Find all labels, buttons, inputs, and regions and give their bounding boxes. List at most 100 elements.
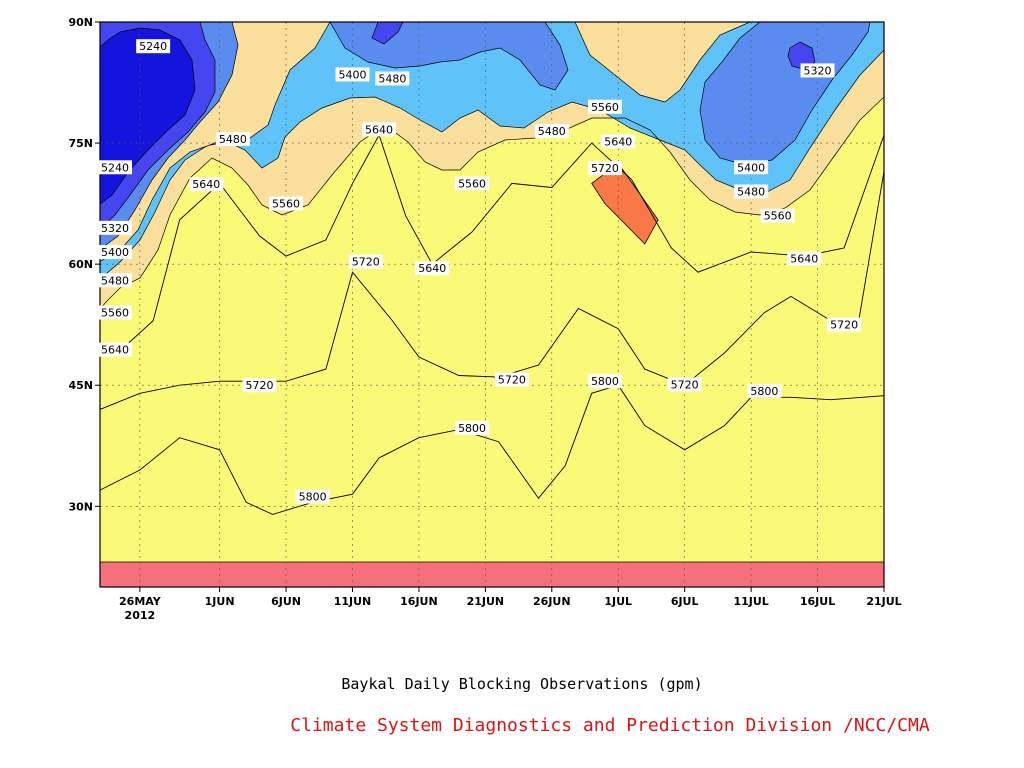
credit-text: Climate System Diagnostics and Predictio… [290,715,930,736]
contour-label-box [760,208,795,223]
contour-label-text: 5640 [604,135,632,148]
contour-label-text: 5480 [538,125,566,138]
contour-label: 5560 [760,208,795,223]
contour-label: 5720 [587,161,622,176]
contour-label-text: 5480 [378,73,406,86]
contour-line-5800 [100,384,884,515]
contour-label-text: 5720 [830,319,858,332]
contour-label-box [534,123,569,138]
x-tick-label: 1JUN [205,595,235,608]
contour-label: 5640 [98,342,132,357]
contour-label-box [587,161,622,176]
contour-label-text: 5800 [750,385,778,398]
contour-label-box [827,317,862,332]
contour-label-box [455,420,490,435]
plot-area [100,22,884,587]
contour-label-text: 5800 [299,491,327,504]
contour-label-box [98,220,132,235]
contour-label-text: 5320 [804,64,832,77]
contour-label-box [215,132,250,147]
contour-label-box [455,176,490,191]
contour-label-text: 5720 [352,256,380,269]
contour-label: 5400 [335,67,370,82]
contour-label: 5560 [269,196,304,211]
contour-label-box [734,184,769,199]
line-band-5400-5480 [100,22,884,280]
contour-label: 5800 [455,420,490,435]
contour-label-box [494,372,529,387]
x-tick-label: 6JUL [671,595,699,608]
chart-title: Baykal Daily Blocking Observations (gpm) [341,675,702,693]
contour-label-text: 5560 [101,307,129,320]
contour-label-box [98,160,132,175]
contour-label: 5480 [734,184,769,199]
contour-label-text: 5320 [101,222,129,235]
contour-label: 5560 [98,305,132,320]
plot-frame [99,21,885,588]
contour-label-box [415,261,450,276]
contour-label-box [667,377,702,392]
contour-label: 5800 [747,383,782,398]
y-tick-label: 75N [68,137,93,150]
contour-labels: 5800 5800 5800 5800 5720 5720 5720 5720 5720 5640… [98,39,862,504]
contour-label-box [734,160,769,175]
line-band-below-5240 [100,27,196,205]
contour-label: 5400 [98,245,132,260]
contour-label-text: 5640 [790,252,818,265]
contour-label-box [348,254,383,269]
fill-band-5400-5480 [100,22,884,280]
contour-label: 5720 [494,372,529,387]
line-cell-5320-north [371,22,404,45]
contour-label-text: 5720 [591,162,619,175]
fill-band-below-5240 [100,28,195,205]
contour-label-box [98,342,132,357]
fill-band-5320-5400-east [700,22,870,165]
x-tick-label: 11JUN [334,595,372,608]
y-axis: 30N 45N 60N 75N 90N [68,16,100,513]
contour-label-box [242,378,277,393]
y-tick-label: 45N [68,379,93,392]
contour-label: 5640 [189,177,224,192]
contour-label: 5480 [215,132,250,147]
contour-label: 5800 [587,374,622,389]
contour-label-box [98,305,132,320]
contour-label-box [98,273,132,288]
contour-label-box [189,177,224,192]
grid-lines [100,22,884,587]
contour-label-text: 5240 [139,40,167,53]
x-tick-label: 6JUN [271,595,301,608]
contour-fills [100,22,884,562]
contour-label-box [98,245,132,260]
fill-band-5480-5560 [100,96,884,562]
y-tick-label: 90N [68,16,93,29]
contour-label-box [787,251,822,266]
x-tick-label: 21JUL [866,595,901,608]
contour-label-box [587,99,622,114]
contour-label-text: 5720 [498,374,526,387]
contour-label-text: 5560 [591,101,619,114]
contour-label: 5480 [375,71,410,86]
x-tick-label: 16JUL [800,595,835,608]
y-tick-label: 60N [68,258,93,271]
contour-label-box [362,122,397,137]
x-tick-label: 16JUN [400,595,438,608]
line-band-5240-5320 [100,22,216,230]
contour-label: 5560 [455,176,490,191]
contour-label-text: 5720 [245,379,273,392]
contour-label: 5720 [827,317,862,332]
contour-label-box [587,374,622,389]
contour-label-text: 5800 [591,375,619,388]
contour-label-text: 5480 [101,274,129,287]
contour-label-box [800,63,835,78]
contour-label: 5400 [734,160,769,175]
x-tick-label: 26JUN [533,595,571,608]
x-tick-label: 11JUL [733,595,768,608]
x-tick-sublabel: 2012 [125,609,156,622]
contour-label-text: 5400 [737,161,765,174]
contour-label: 5720 [348,254,383,269]
contour-label-box [295,489,330,504]
x-tick-label: 26MAY [119,595,162,608]
contour-label-box [747,383,782,398]
